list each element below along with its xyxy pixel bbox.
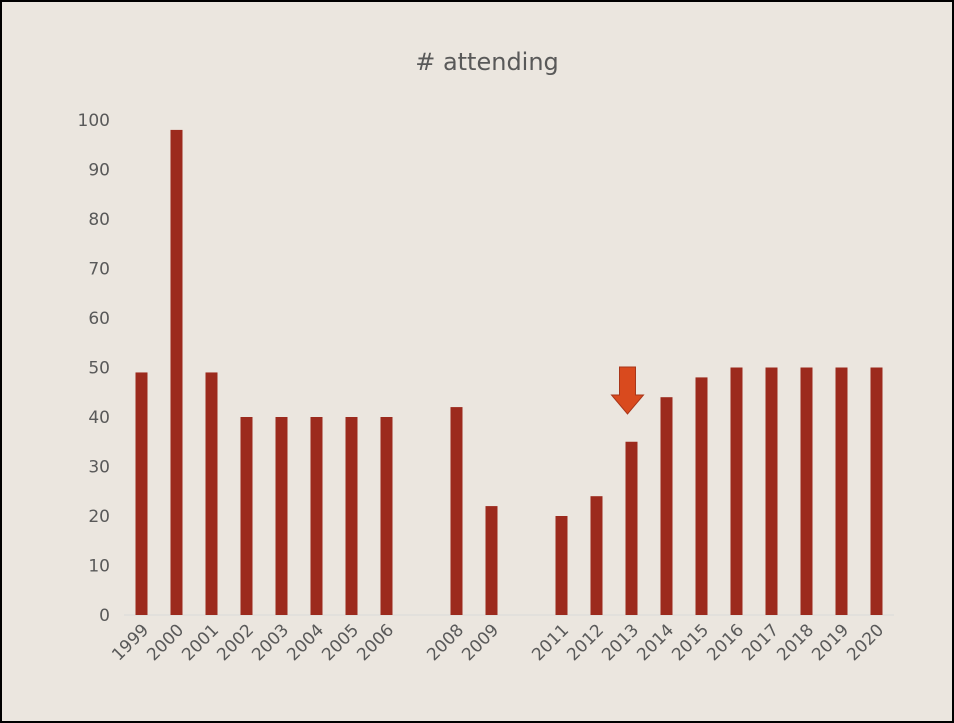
bar-2000 <box>170 129 183 615</box>
y-tick-label: 10 <box>88 557 110 577</box>
y-tick-label: 90 <box>88 161 110 181</box>
x-tick-label: 2016 <box>703 620 748 665</box>
bar-2015 <box>695 377 708 615</box>
bar-2018 <box>800 367 813 615</box>
x-tick-label: 2013 <box>598 620 643 665</box>
bar-2016 <box>730 367 743 615</box>
bar-2011 <box>555 516 568 615</box>
bar-2009 <box>485 506 498 615</box>
x-tick-label: 2003 <box>248 620 293 665</box>
bar-2014 <box>660 397 673 615</box>
x-tick-label: 2006 <box>353 620 398 665</box>
y-tick-label: 60 <box>88 309 110 329</box>
bar-2001 <box>205 372 218 615</box>
chart-title: # attending <box>415 48 559 76</box>
x-tick-label: 2002 <box>213 620 258 665</box>
bars <box>135 129 883 615</box>
bar-2005 <box>345 417 358 615</box>
bar-2019 <box>835 367 848 615</box>
bar-2006 <box>380 417 393 615</box>
bar-2012 <box>590 496 603 615</box>
bar-2013 <box>625 441 638 615</box>
annotations <box>610 366 645 415</box>
x-tick-label: 1999 <box>108 620 153 665</box>
down-arrow-icon <box>610 366 645 415</box>
x-tick-label: 2012 <box>563 620 608 665</box>
y-tick-label: 70 <box>88 260 110 280</box>
x-tick-label: 2001 <box>178 620 223 665</box>
x-tick-label: 2018 <box>773 620 818 665</box>
y-axis-ticks: 0 10 20 30 40 50 60 70 80 90 100 <box>78 111 110 626</box>
y-tick-label: 30 <box>88 458 110 478</box>
y-tick-label: 50 <box>88 359 110 379</box>
x-tick-label: 2015 <box>668 620 713 665</box>
x-tick-label: 2008 <box>423 620 468 665</box>
x-tick-label: 2020 <box>843 620 888 665</box>
bar-2017 <box>765 367 778 615</box>
y-tick-label: 80 <box>88 210 110 230</box>
x-tick-label: 2019 <box>808 620 853 665</box>
x-tick-label: 2009 <box>458 620 503 665</box>
x-tick-label: 2014 <box>633 620 678 665</box>
x-tick-label: 2000 <box>143 620 188 665</box>
bar-2008 <box>450 407 463 615</box>
bar-2020 <box>870 367 883 615</box>
x-tick-label: 2005 <box>318 620 363 665</box>
y-tick-label: 100 <box>78 111 110 131</box>
x-tick-label: 2017 <box>738 620 783 665</box>
bar-2002 <box>240 417 253 615</box>
bar-1999 <box>135 372 148 615</box>
x-tick-label: 2004 <box>283 620 328 665</box>
x-tick-label: 2011 <box>528 620 573 665</box>
bar-2004 <box>310 417 323 615</box>
y-tick-label: 20 <box>88 507 110 527</box>
bar-2003 <box>275 417 288 615</box>
y-tick-label: 40 <box>88 408 110 428</box>
y-tick-label: 0 <box>99 606 110 626</box>
